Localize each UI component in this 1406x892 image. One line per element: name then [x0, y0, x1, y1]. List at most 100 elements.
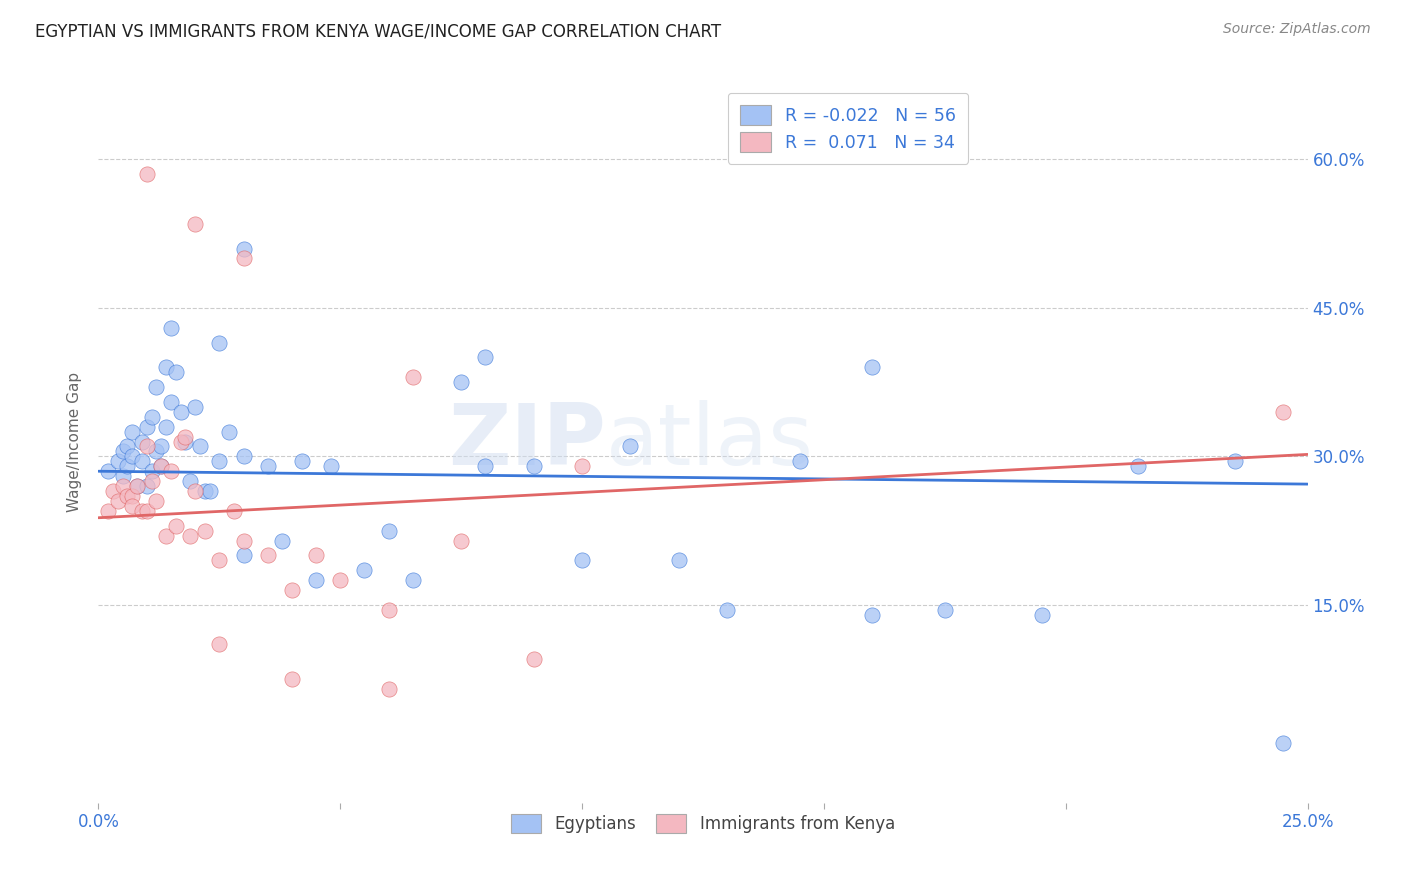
- Point: [141, 409, 163, 424]
- Point: [571, 459, 593, 474]
- Point: [305, 549, 328, 563]
- Point: [256, 459, 278, 474]
- Point: [121, 489, 143, 503]
- Point: [101, 483, 124, 498]
- Point: [281, 672, 304, 686]
- Point: [198, 483, 221, 498]
- Point: [121, 499, 143, 513]
- Point: [353, 563, 375, 577]
- Point: [165, 365, 187, 379]
- Point: [97, 504, 120, 518]
- Point: [222, 504, 245, 518]
- Point: [208, 335, 231, 350]
- Point: [155, 528, 177, 542]
- Point: [860, 607, 883, 622]
- Point: [160, 395, 183, 409]
- Point: [160, 464, 183, 478]
- Point: [305, 573, 328, 587]
- Point: [194, 524, 217, 538]
- Point: [1128, 459, 1150, 474]
- Point: [208, 454, 231, 468]
- Point: [145, 380, 167, 394]
- Point: [184, 217, 207, 231]
- Text: EGYPTIAN VS IMMIGRANTS FROM KENYA WAGE/INCOME GAP CORRELATION CHART: EGYPTIAN VS IMMIGRANTS FROM KENYA WAGE/I…: [35, 22, 721, 40]
- Point: [169, 405, 191, 419]
- Legend: Egyptians, Immigrants from Kenya: Egyptians, Immigrants from Kenya: [503, 805, 903, 841]
- Point: [97, 464, 120, 478]
- Point: [218, 425, 240, 439]
- Point: [208, 637, 231, 651]
- Point: [232, 252, 254, 266]
- Point: [155, 360, 177, 375]
- Point: [319, 459, 342, 474]
- Text: Source: ZipAtlas.com: Source: ZipAtlas.com: [1223, 22, 1371, 37]
- Point: [135, 479, 157, 493]
- Point: [232, 533, 254, 548]
- Point: [450, 375, 472, 389]
- Point: [117, 459, 139, 474]
- Point: [141, 464, 163, 478]
- Point: [1272, 736, 1295, 750]
- Point: [135, 419, 157, 434]
- Point: [1031, 607, 1053, 622]
- Point: [131, 454, 153, 468]
- Point: [150, 459, 173, 474]
- Point: [1272, 405, 1295, 419]
- Point: [131, 504, 153, 518]
- Point: [281, 582, 304, 597]
- Point: [377, 524, 399, 538]
- Point: [194, 483, 217, 498]
- Point: [135, 440, 157, 454]
- Point: [131, 434, 153, 449]
- Point: [450, 533, 472, 548]
- Point: [377, 603, 399, 617]
- Point: [107, 454, 129, 468]
- Point: [184, 483, 207, 498]
- Point: [117, 489, 139, 503]
- Point: [135, 504, 157, 518]
- Point: [165, 518, 187, 533]
- Point: [111, 479, 134, 493]
- Point: [107, 494, 129, 508]
- Y-axis label: Wage/Income Gap: Wage/Income Gap: [67, 371, 83, 512]
- Point: [174, 429, 197, 443]
- Point: [111, 444, 134, 458]
- Point: [169, 434, 191, 449]
- Point: [121, 450, 143, 464]
- Point: [668, 553, 690, 567]
- Point: [290, 454, 312, 468]
- Point: [111, 469, 134, 483]
- Point: [174, 434, 197, 449]
- Point: [127, 479, 149, 493]
- Text: atlas: atlas: [606, 400, 814, 483]
- Point: [160, 320, 183, 334]
- Point: [271, 533, 294, 548]
- Text: ZIP: ZIP: [449, 400, 606, 483]
- Point: [145, 444, 167, 458]
- Point: [141, 474, 163, 488]
- Point: [716, 603, 738, 617]
- Point: [571, 553, 593, 567]
- Point: [789, 454, 811, 468]
- Point: [150, 440, 173, 454]
- Point: [232, 450, 254, 464]
- Point: [127, 479, 149, 493]
- Point: [860, 360, 883, 375]
- Point: [934, 603, 956, 617]
- Point: [1223, 454, 1246, 468]
- Point: [619, 440, 641, 454]
- Point: [329, 573, 352, 587]
- Point: [188, 440, 211, 454]
- Point: [523, 459, 546, 474]
- Point: [232, 242, 254, 256]
- Point: [474, 459, 496, 474]
- Point: [474, 351, 496, 365]
- Point: [150, 459, 173, 474]
- Point: [523, 652, 546, 666]
- Point: [232, 549, 254, 563]
- Point: [184, 400, 207, 414]
- Point: [121, 425, 143, 439]
- Point: [208, 553, 231, 567]
- Point: [377, 681, 399, 696]
- Point: [402, 573, 425, 587]
